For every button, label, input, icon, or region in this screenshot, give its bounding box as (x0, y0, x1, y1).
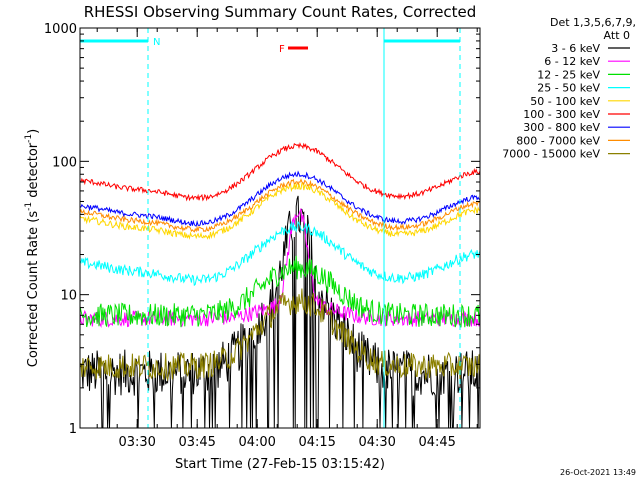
x-tick-label: 04:45 (418, 435, 455, 450)
legend-header-line: Det 1,3,5,6,7,9, (550, 16, 636, 29)
flag-label: N (153, 37, 160, 48)
series-line (80, 288, 480, 382)
y-tick-label: 10 (60, 289, 77, 304)
series-line (80, 170, 480, 227)
y-tick-label: 1000 (44, 22, 77, 37)
y-axis-label-part: Corrected Count Rate (s (26, 211, 41, 368)
series-layer (80, 142, 480, 428)
series-line (80, 195, 480, 428)
y-axis-label-part: detector (26, 142, 41, 202)
y-tick-label: 100 (52, 155, 77, 170)
x-tick-label: 04:00 (238, 435, 275, 450)
series-line (80, 208, 480, 328)
legend-entry-label: 7000 - 15000 keV (502, 148, 600, 161)
y-axis-label-part: ) (26, 129, 41, 134)
x-axis-label: Start Time (27-Feb-15 03:15:42) (175, 457, 385, 472)
y-axis-label-sup: -1 (24, 202, 34, 211)
plot-frame (79, 27, 481, 429)
legend-header-line: Att 0 (604, 29, 630, 42)
legend-entry-label: 50 - 100 keV (530, 95, 600, 108)
y-axis-label: Corrected Count Rate (s-1 detector-1) (24, 129, 41, 367)
legend-entry-label: 25 - 50 keV (537, 82, 600, 95)
x-tick-label: 03:30 (118, 435, 155, 450)
y-tick-label: 1 (69, 422, 77, 437)
flag-label: F (279, 44, 285, 55)
chart-title: RHESSI Observing Summary Count Rates, Co… (84, 3, 477, 21)
footer-timestamp: 26-Oct-2021 13:49 (560, 468, 636, 477)
x-tick-label: 03:45 (178, 435, 215, 450)
series-line (80, 182, 480, 240)
legend-entry-label: 300 - 800 keV (523, 121, 600, 134)
legend-entry-label: 100 - 300 keV (523, 108, 600, 121)
series-line (80, 178, 480, 233)
legend-entry-label: 3 - 6 keV (551, 42, 600, 55)
legend-entry-label: 800 - 7000 keV (516, 134, 600, 147)
series-line (80, 142, 480, 202)
legend-entry-label: 6 - 12 keV (544, 55, 600, 68)
axes-layer: 1 10 100 1000 03:30 03:45 04:00 04:15 04:30 04:45 (44, 22, 481, 450)
y-axis-label-sup: -1 (24, 134, 34, 143)
x-tick-label: 04:15 (298, 435, 335, 450)
legend-entry-label: 12 - 25 keV (537, 68, 600, 81)
series-line (80, 255, 480, 328)
series-line (80, 220, 480, 287)
x-tick-label: 04:30 (358, 435, 395, 450)
